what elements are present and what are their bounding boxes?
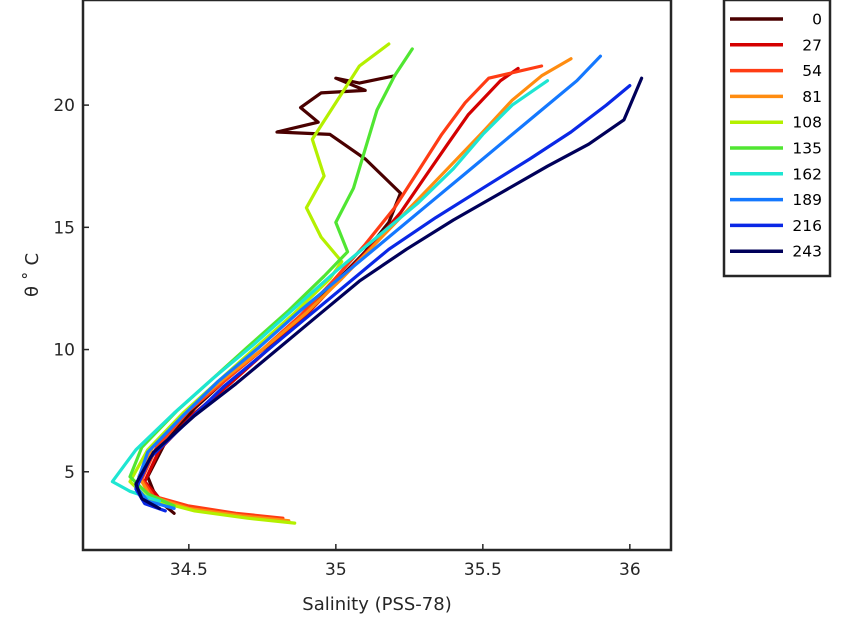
x-tick-label: 34.5 [170,560,208,580]
plot-area [81,0,673,552]
legend-entries: 0 27 54 81 108 135 162 189 216 243 [730,11,822,261]
series-line-189 [134,54,602,510]
x-tick-label: 35.5 [464,560,502,580]
legend-label-189: 189 [792,191,822,209]
y-tick-label: 5 [64,463,75,483]
legend-label-135: 135 [792,140,822,158]
legend-label-81: 81 [802,88,822,106]
legend: 0 27 54 81 108 135 162 189 216 243 [722,0,832,278]
y-tick-label: 10 [53,341,75,361]
legend-label-216: 216 [792,217,822,235]
series-line-243 [134,76,644,510]
legend-label-27: 27 [802,36,822,54]
series-line-162 [110,79,550,503]
y-axis-label: θ ˚ C [22,253,43,297]
series-line-0 [146,74,403,515]
x-axis-label: Salinity (PSS-78) [302,594,451,615]
x-tick-label: 36 [619,560,641,580]
x-tick-label: 35 [325,560,347,580]
y-tick-label: 15 [53,218,75,238]
plot-frame [81,0,673,552]
legend-label-162: 162 [792,165,822,183]
y-axis: 5 10 15 20 [53,96,89,483]
legend-label-0: 0 [812,11,822,29]
series-line-135 [128,47,414,508]
legend-label-108: 108 [792,114,822,132]
series-layer [110,42,644,525]
legend-label-243: 243 [792,243,822,261]
plot-background [83,0,671,550]
y-tick-label: 20 [53,96,75,116]
x-axis: 34.5 35 35.5 36 [170,544,641,580]
legend-label-54: 54 [802,62,822,80]
